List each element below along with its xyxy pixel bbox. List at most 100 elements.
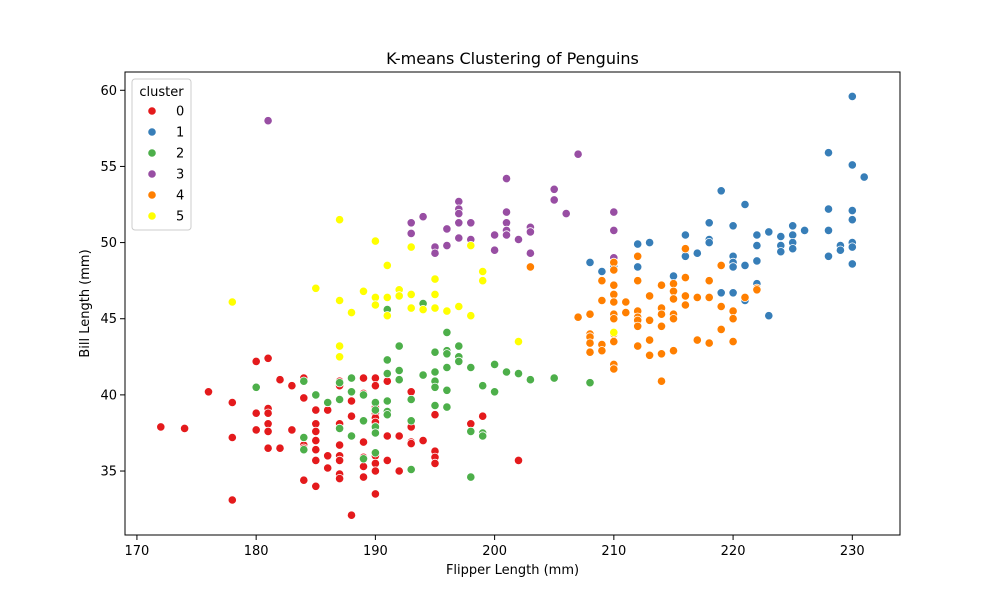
points-layer <box>156 91 869 520</box>
data-point-cluster-1 <box>704 238 714 248</box>
data-point-cluster-2 <box>489 387 500 397</box>
y-tick-label: 50 <box>100 236 117 251</box>
data-point-cluster-0 <box>346 411 357 421</box>
y-tick-label: 45 <box>100 312 117 327</box>
data-point-cluster-5 <box>370 236 380 246</box>
chart-title: K-means Clustering of Penguins <box>386 49 639 68</box>
x-tick-label: 230 <box>840 544 865 559</box>
data-point-cluster-4 <box>585 309 595 319</box>
data-point-cluster-2 <box>418 370 428 380</box>
y-axis: 35 40 45 50 55 60 <box>100 84 125 480</box>
data-point-cluster-0 <box>370 458 380 468</box>
data-point-cluster-2 <box>358 454 369 464</box>
data-point-cluster-0 <box>430 410 440 420</box>
data-point-cluster-5 <box>466 241 476 251</box>
data-point-cluster-0 <box>334 473 345 484</box>
data-point-cluster-4 <box>692 335 702 345</box>
data-point-cluster-4 <box>668 346 679 356</box>
legend-box <box>131 78 192 231</box>
data-point-cluster-0 <box>287 381 297 391</box>
data-point-cluster-1 <box>633 262 643 272</box>
data-point-cluster-4 <box>621 297 631 307</box>
legend-label-0: 0 <box>176 105 184 120</box>
data-point-cluster-0 <box>358 373 369 383</box>
x-axis-label: Flipper Length (mm) <box>446 563 579 578</box>
data-point-cluster-1 <box>776 247 786 257</box>
data-point-cluster-0 <box>370 466 380 476</box>
data-point-cluster-1 <box>597 266 607 277</box>
data-point-cluster-1 <box>740 199 750 210</box>
data-point-cluster-4 <box>668 279 679 289</box>
data-point-cluster-4 <box>609 257 619 267</box>
data-point-cluster-2 <box>478 431 488 441</box>
data-point-cluster-3 <box>406 228 416 238</box>
data-point-cluster-4 <box>573 312 583 322</box>
data-point-cluster-0 <box>311 419 321 429</box>
x-axis: 170 180 190 200 210 220 230 <box>125 535 865 559</box>
data-point-cluster-3 <box>442 241 452 251</box>
data-point-cluster-5 <box>227 297 237 307</box>
data-point-cluster-4 <box>728 336 738 347</box>
data-point-cluster-0 <box>251 356 261 366</box>
data-point-cluster-3 <box>609 207 619 217</box>
data-point-cluster-0 <box>203 387 214 397</box>
data-point-cluster-3 <box>406 218 416 228</box>
data-point-cluster-1 <box>859 172 869 182</box>
data-point-cluster-0 <box>346 510 357 520</box>
data-point-cluster-4 <box>621 307 631 318</box>
data-point-cluster-3 <box>549 195 559 205</box>
data-point-cluster-4 <box>609 289 619 299</box>
data-point-cluster-5 <box>334 341 345 351</box>
data-point-cluster-2 <box>382 410 392 420</box>
data-point-cluster-2 <box>430 382 440 392</box>
data-point-cluster-0 <box>263 419 273 429</box>
data-point-cluster-1 <box>716 288 726 298</box>
data-point-cluster-2 <box>442 349 452 359</box>
data-point-cluster-2 <box>430 400 440 411</box>
data-point-cluster-2 <box>525 375 536 385</box>
data-point-cluster-0 <box>263 426 273 436</box>
data-point-cluster-2 <box>406 464 416 475</box>
data-point-cluster-5 <box>382 311 392 321</box>
data-point-cluster-1 <box>644 238 655 248</box>
data-point-cluster-5 <box>346 307 357 318</box>
data-point-cluster-5 <box>418 304 428 315</box>
data-point-cluster-5 <box>382 292 392 302</box>
data-point-cluster-4 <box>656 321 667 331</box>
data-point-cluster-1 <box>847 259 857 269</box>
data-point-cluster-5 <box>370 292 380 302</box>
data-point-cluster-1 <box>847 91 857 102</box>
data-point-cluster-3 <box>489 230 500 240</box>
data-point-cluster-2 <box>394 365 404 376</box>
data-point-cluster-2 <box>334 423 345 433</box>
plot-frame <box>124 71 901 536</box>
data-point-cluster-3 <box>501 218 512 228</box>
data-point-cluster-3 <box>442 224 452 234</box>
data-point-cluster-4 <box>585 338 595 348</box>
data-point-cluster-0 <box>311 426 321 436</box>
data-point-cluster-3 <box>489 245 500 255</box>
data-point-cluster-0 <box>466 419 476 429</box>
data-point-cluster-2 <box>370 448 380 458</box>
data-point-cluster-4 <box>656 309 667 319</box>
data-point-cluster-2 <box>334 378 345 388</box>
data-point-cluster-3 <box>501 207 512 217</box>
data-point-cluster-2 <box>513 368 524 379</box>
data-point-cluster-1 <box>788 221 798 231</box>
legend-label-3: 3 <box>176 168 184 183</box>
data-point-cluster-5 <box>358 286 369 296</box>
data-point-cluster-2 <box>406 416 416 426</box>
y-axis-label: Bill Length (mm) <box>78 249 93 357</box>
data-point-cluster-2 <box>382 355 392 365</box>
data-point-cluster-1 <box>704 218 714 228</box>
legend-marker-4 <box>147 190 157 200</box>
data-point-cluster-1 <box>740 260 750 270</box>
data-point-cluster-3 <box>430 248 440 258</box>
data-point-cluster-1 <box>752 256 762 266</box>
data-point-cluster-2 <box>382 396 392 406</box>
data-point-cluster-0 <box>263 443 273 453</box>
data-point-cluster-4 <box>597 276 607 286</box>
data-point-cluster-3 <box>573 149 583 159</box>
data-point-cluster-0 <box>334 455 345 465</box>
data-point-cluster-3 <box>466 218 476 228</box>
